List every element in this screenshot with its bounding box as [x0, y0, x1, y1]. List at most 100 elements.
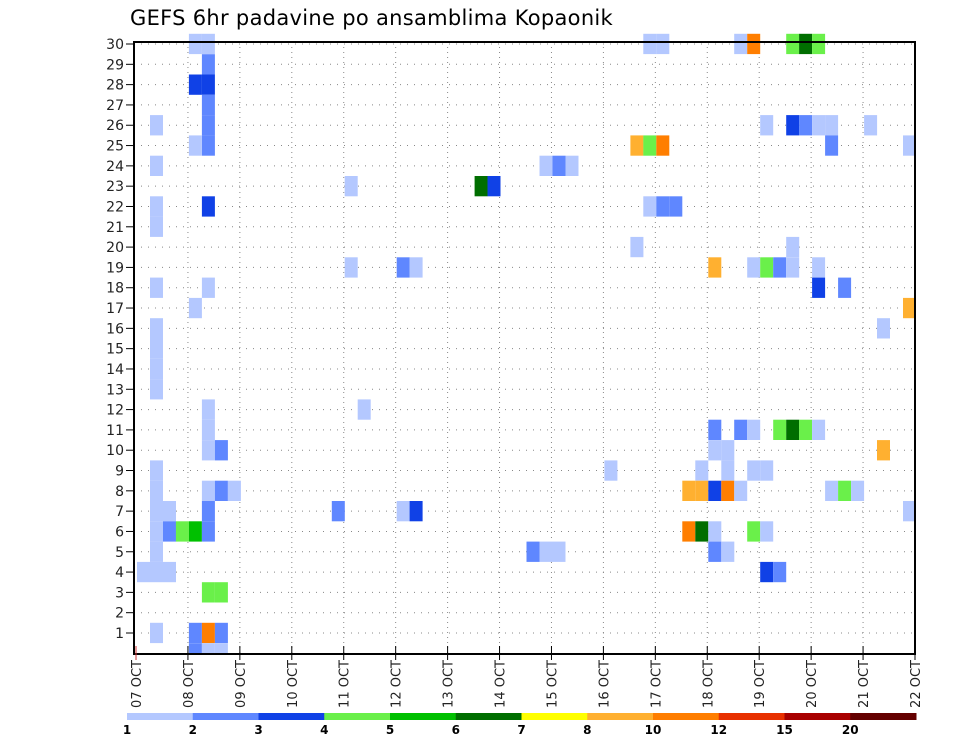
- heatmap-cell: [163, 501, 176, 522]
- colorbar-segment: [258, 713, 325, 720]
- y-tick-label: 14: [106, 362, 124, 378]
- colorbar: 1 2 3 4 5 6 7 8 10 12 15 20: [123, 713, 917, 737]
- heatmap-cell: [201, 277, 215, 298]
- x-tick-label: 12 OCT: [390, 660, 405, 708]
- grid-lines: [134, 42, 915, 654]
- heatmap-cell: [150, 379, 163, 400]
- heatmap-cell: [201, 582, 215, 603]
- heatmap-cell: [760, 115, 774, 136]
- heatmap-cell: [747, 257, 761, 278]
- heatmap-cell: [630, 135, 644, 156]
- heatmap-cell: [201, 521, 215, 542]
- heatmap-cell: [201, 54, 215, 75]
- heatmap-cell: [201, 622, 215, 644]
- x-tick-label: 16 OCT: [597, 660, 612, 708]
- heatmap-cell: [760, 257, 774, 278]
- heatmap-cell: [786, 419, 800, 440]
- y-tick-label: 30: [106, 37, 124, 53]
- heatmap-cell: [721, 460, 735, 481]
- heatmap-cell: [643, 135, 657, 156]
- heatmap-cell: [721, 440, 735, 461]
- y-tick-label: 17: [106, 301, 124, 317]
- x-tick-label: 11 OCT: [338, 660, 353, 708]
- heatmap-cell: [708, 541, 722, 562]
- y-tick-label: 3: [115, 585, 124, 601]
- heatmap-cell: [799, 115, 813, 136]
- y-tick-label: 28: [106, 78, 124, 94]
- heatmap-cell: [760, 521, 774, 542]
- heatmap-cell: [812, 257, 826, 278]
- heatmap-cell: [201, 419, 215, 440]
- y-tick-label: 26: [106, 118, 124, 134]
- x-tick-label: 13 OCT: [442, 660, 457, 708]
- heatmap-cell: [188, 135, 202, 156]
- heatmap-cell: [150, 277, 163, 298]
- colorbar-segment: [850, 713, 917, 720]
- heatmap-cell: [786, 236, 800, 258]
- x-tick-label: 08 OCT: [182, 660, 197, 708]
- y-tick-label: 9: [115, 464, 124, 480]
- x-tick-label: 10 OCT: [286, 660, 301, 708]
- heatmap-cell: [150, 196, 163, 217]
- heatmap-cell: [760, 460, 774, 481]
- heatmap-cell: [630, 236, 644, 258]
- colorbar-label: 5: [386, 723, 394, 737]
- x-tick-label: 21 OCT: [857, 660, 872, 708]
- colorbar-segment: [784, 713, 851, 720]
- heatmap-cell: [188, 622, 202, 644]
- heatmap-cell: [825, 135, 839, 156]
- heatmap-cell: [695, 521, 709, 542]
- heatmap-cell: [643, 196, 657, 217]
- colorbar-segment: [587, 713, 654, 720]
- chart-title: GEFS 6hr padavine po ansamblima Kopaonik: [130, 6, 614, 30]
- heatmap-cell: [825, 115, 839, 136]
- colorbar-label: 3: [254, 723, 262, 737]
- x-tick-label: 19 OCT: [753, 660, 768, 708]
- y-tick-label: 24: [106, 159, 124, 175]
- heatmap-cell: [150, 115, 163, 136]
- y-tick-label: 10: [106, 443, 124, 459]
- heatmap-cell: [812, 277, 826, 298]
- heatmap-cell: [150, 521, 163, 542]
- heatmap-cell: [682, 480, 696, 501]
- y-tick-label: 25: [106, 139, 124, 155]
- heatmap-cell: [227, 480, 241, 501]
- x-tick-label: 18 OCT: [701, 660, 716, 708]
- heatmap-cell: [552, 155, 566, 176]
- heatmap-cell: [656, 196, 670, 217]
- heatmap-cell: [357, 399, 371, 420]
- heatmap-cell: [396, 501, 410, 522]
- heatmap-cell: [799, 33, 813, 55]
- heatmap-cell: [786, 257, 800, 278]
- heatmap-cell: [656, 135, 670, 156]
- heatmap-cell: [396, 257, 410, 278]
- x-axis: 07 OCT 08 OCT 09 OCT 10 OCT 11 OCT 12 OCT 13 O…: [130, 646, 924, 708]
- heatmap-cell: [188, 643, 202, 654]
- heatmap-cell: [526, 541, 540, 562]
- x-tick-label: 09 OCT: [234, 660, 249, 708]
- x-tick-label: 15 OCT: [545, 660, 560, 708]
- y-tick-label: 18: [106, 281, 124, 297]
- heatmap-cell: [150, 216, 163, 237]
- heatmap-cell: [201, 135, 215, 156]
- heatmap-cell: [734, 480, 748, 501]
- heatmap-cell: [747, 33, 761, 55]
- heatmap-cell: [150, 622, 163, 644]
- heatmap-cell: [747, 521, 761, 542]
- heatmap-cell: [708, 440, 722, 461]
- colorbar-label: 7: [517, 723, 525, 737]
- colorbar-segment: [653, 713, 720, 720]
- heatmap-cell: [201, 115, 215, 136]
- colorbar-segment: [390, 713, 457, 720]
- heatmap-cell: [903, 297, 916, 319]
- heatmap-cell: [487, 176, 501, 197]
- heatmap-cell: [150, 480, 163, 501]
- heatmap-cell: [201, 399, 215, 420]
- heatmap-cell: [344, 257, 358, 278]
- y-tick-label: 2: [115, 606, 124, 622]
- y-tick-label: 7: [115, 504, 124, 520]
- heatmap-cell: [812, 419, 826, 440]
- heatmap-cell: [175, 521, 189, 542]
- colorbar-label: 6: [452, 723, 460, 737]
